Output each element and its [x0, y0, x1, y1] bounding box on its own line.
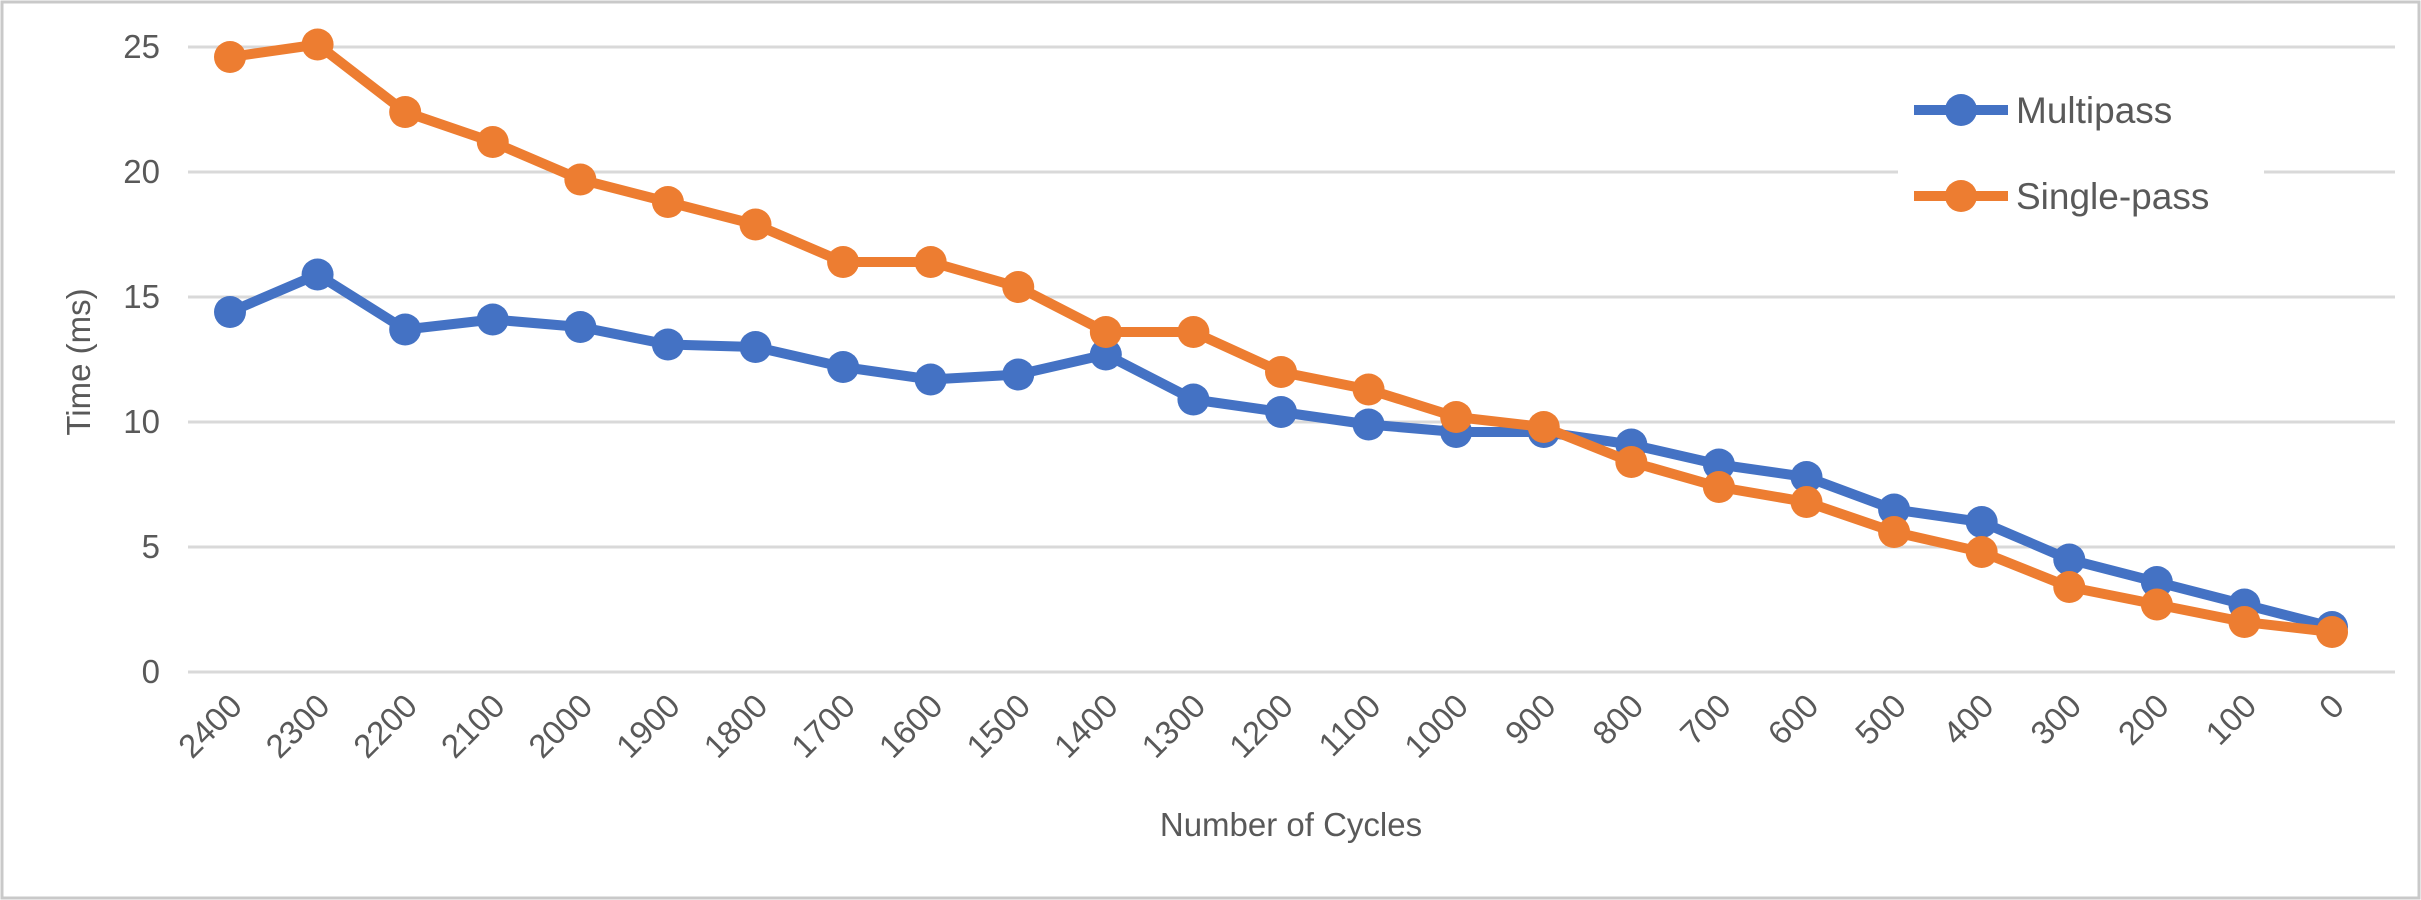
- data-point-marker: [914, 246, 947, 278]
- data-point-marker: [1177, 383, 1210, 416]
- data-point-marker: [1702, 471, 1735, 503]
- y-axis-tick-labels: 0 5 10 15 20 25: [123, 28, 160, 690]
- y-tick-label: 25: [123, 28, 160, 65]
- legend-label-multipass: Multipass: [2016, 90, 2172, 131]
- legend: Multipass Single-pass: [1898, 72, 2264, 234]
- data-point-marker: [214, 296, 246, 328]
- data-point-marker: [1965, 536, 1998, 568]
- plot-area: [214, 28, 2348, 648]
- data-point-marker: [564, 311, 597, 343]
- data-point-marker: [1790, 486, 1823, 518]
- data-point-marker: [1878, 493, 1911, 526]
- data-point-marker: [476, 303, 509, 336]
- data-point-marker: [2053, 571, 2086, 603]
- data-point-marker: [651, 328, 684, 361]
- data-point-marker: [1965, 506, 1998, 538]
- data-point-marker: [301, 28, 334, 61]
- data-point-marker: [1702, 448, 1735, 481]
- data-point-marker: [214, 41, 246, 73]
- x-axis-title: Number of Cycles: [1160, 806, 1422, 843]
- y-tick-label: 20: [123, 153, 160, 190]
- data-point-marker: [2140, 588, 2173, 621]
- data-point-marker: [739, 208, 772, 241]
- data-point-marker: [389, 96, 422, 128]
- data-point-marker: [1527, 411, 1560, 443]
- data-point-marker: [1265, 356, 1297, 388]
- data-point-marker: [1002, 271, 1035, 303]
- data-point-marker: [1177, 316, 1210, 348]
- data-point-marker: [1265, 396, 1297, 428]
- data-point-marker: [1790, 461, 1823, 493]
- data-point-marker: [651, 186, 684, 218]
- legend-label-single-pass: Single-pass: [2016, 176, 2209, 217]
- data-point-marker: [1615, 446, 1648, 478]
- data-point-marker: [1089, 316, 1122, 348]
- data-point-marker: [2228, 606, 2261, 638]
- data-point-marker: [2140, 566, 2173, 598]
- data-point-marker: [827, 246, 860, 278]
- y-tick-label: 10: [123, 403, 160, 440]
- data-point-marker: [1440, 401, 1473, 433]
- data-point-marker: [739, 331, 772, 363]
- data-point-marker: [2316, 616, 2348, 648]
- data-point-marker: [827, 351, 860, 383]
- data-point-marker: [389, 313, 422, 346]
- data-point-marker: [1089, 338, 1122, 371]
- y-tick-label: 15: [123, 278, 160, 315]
- data-point-marker: [2053, 543, 2086, 576]
- data-point-marker: [476, 126, 509, 158]
- y-axis-title: Time (ms): [60, 288, 97, 435]
- legend-marker-single-pass-icon: [1945, 180, 1977, 212]
- data-point-marker: [1878, 516, 1911, 548]
- data-point-marker: [1352, 408, 1385, 441]
- y-tick-label: 0: [142, 653, 160, 690]
- data-point-marker: [564, 163, 597, 196]
- data-point-marker: [301, 258, 334, 291]
- data-point-marker: [1352, 373, 1385, 406]
- legend-marker-multipass-icon: [1945, 94, 1977, 126]
- y-tick-label: 5: [142, 528, 160, 565]
- data-point-marker: [1002, 358, 1035, 391]
- data-point-marker: [914, 363, 947, 396]
- series-single-pass: [214, 28, 2348, 648]
